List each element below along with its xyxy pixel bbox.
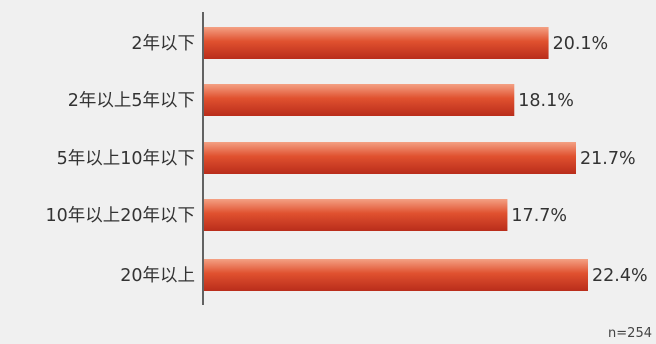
category-label: 2年以上5年以下 [68, 91, 195, 111]
category-labels: 2年以下 2年以上5年以下 5年以上10年以下 10年以上20年以下 20年以上 [45, 34, 195, 286]
category-label: 10年以上20年以下 [45, 206, 195, 226]
value-labels: 20.1% 18.1% 21.7% 17.7% 22.4% [511, 34, 647, 286]
bar [204, 27, 549, 59]
value-label: 18.1% [518, 91, 574, 111]
bar [204, 199, 508, 231]
value-label: 17.7% [511, 206, 567, 226]
category-label: 20年以上 [120, 266, 195, 286]
sample-size-note: n=254 [608, 326, 652, 341]
bar [204, 84, 515, 116]
category-label: 5年以上10年以下 [57, 149, 195, 169]
value-label: 20.1% [553, 34, 609, 54]
value-label: 22.4% [592, 266, 648, 286]
bars-group [204, 27, 588, 291]
value-label: 21.7% [580, 149, 636, 169]
category-label: 2年以下 [131, 34, 195, 54]
bar [204, 259, 588, 291]
bar [204, 142, 576, 174]
